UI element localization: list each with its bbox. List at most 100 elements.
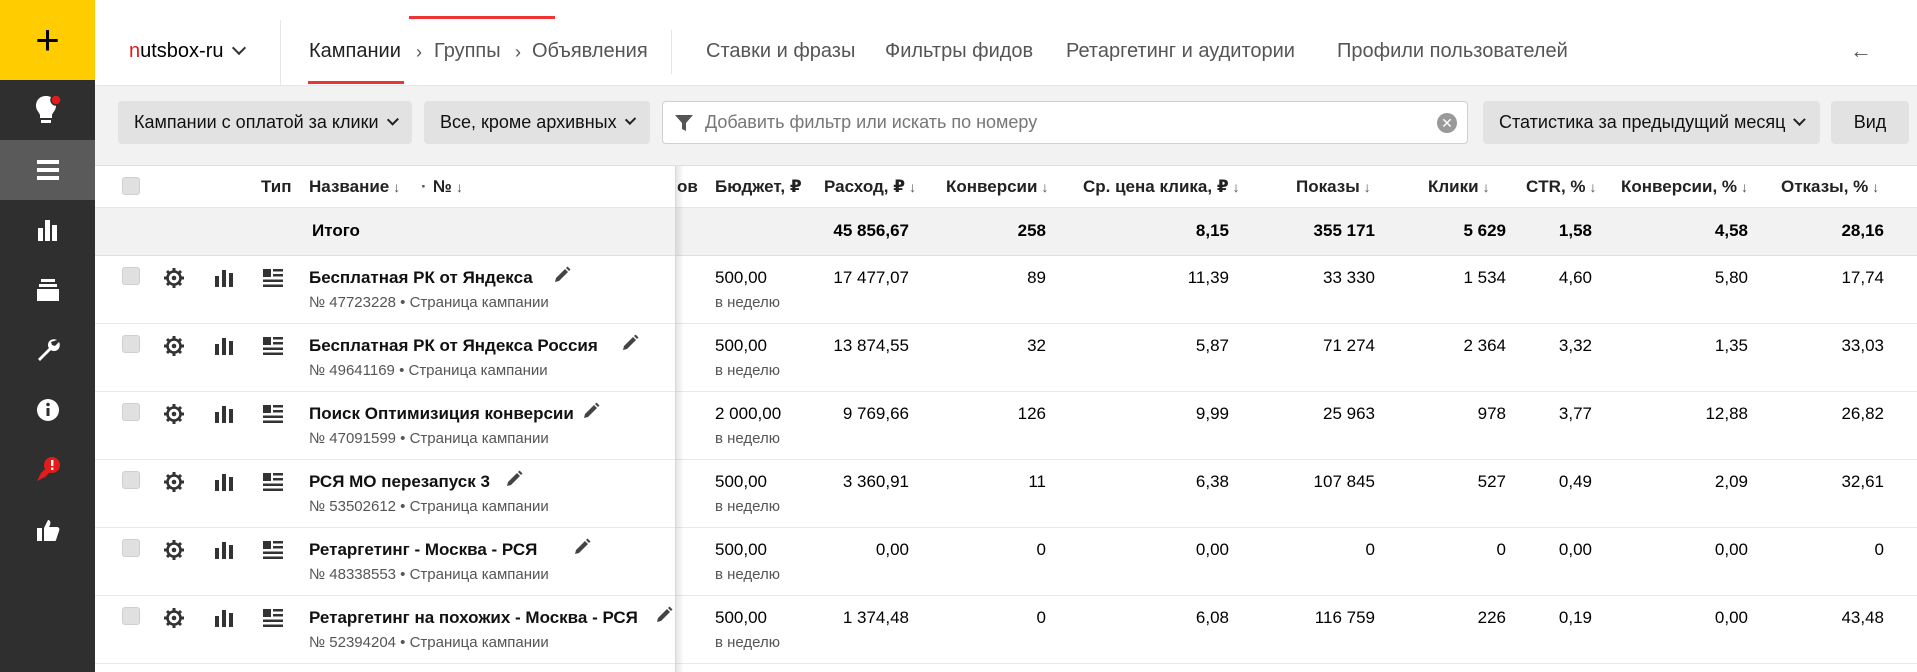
sidebar-item-news[interactable]	[0, 440, 95, 500]
table-row[interactable]: Ретаргетинг - Москва - РСЯ № 48338553 • …	[95, 528, 1917, 596]
bounce-value: 33,03	[1841, 336, 1884, 355]
bounce-value: 32,61	[1841, 472, 1884, 491]
campaign-name[interactable]: Бесплатная РК от Яндекса	[309, 268, 533, 287]
spend-value: 17 477,07	[833, 268, 909, 287]
tab-retargeting[interactable]: Ретаргетинг и аудитории	[1066, 40, 1295, 62]
campaign-page-link[interactable]: Страница кампании	[409, 634, 549, 651]
stats-period-select[interactable]: Статистика за предыдущий месяц	[1483, 101, 1820, 144]
col-conv-rate[interactable]: Конверсии, % ↓	[1621, 177, 1748, 197]
campaign-page-link[interactable]: Страница кампании	[409, 498, 549, 515]
pencil-icon[interactable]	[582, 402, 600, 420]
wrench-icon	[37, 339, 60, 361]
tab-ads[interactable]: Объявления	[532, 40, 648, 62]
divider	[280, 20, 281, 86]
pencil-icon[interactable]	[655, 606, 673, 624]
campaign-page-link[interactable]: Страница кампании	[409, 294, 549, 311]
campaign-name[interactable]: Ретаргетинг на похожих - Москва - РСЯ	[309, 608, 638, 627]
conv-rate-value: 12,88	[1705, 404, 1748, 423]
search-input[interactable]	[705, 102, 1405, 143]
col-bounce[interactable]: Отказы, % ↓	[1781, 177, 1879, 197]
select-all-checkbox[interactable]	[122, 177, 140, 195]
tab-groups[interactable]: Группы	[434, 40, 501, 62]
sidebar-item-stats[interactable]	[0, 200, 95, 260]
clicks-value: 978	[1477, 404, 1506, 423]
bar-chart-icon[interactable]	[214, 268, 234, 288]
clear-icon[interactable]: ✕	[1437, 113, 1457, 133]
bar-chart-icon[interactable]	[214, 336, 234, 356]
col-number[interactable]: № ↓	[433, 177, 463, 197]
conv-rate-value: 2,09	[1714, 472, 1748, 491]
search-field[interactable]: ✕	[662, 101, 1468, 144]
col-spend[interactable]: Расход, ₽ ↓	[824, 177, 916, 197]
tab-bids[interactable]: Ставки и фразы	[706, 40, 856, 62]
bar-chart-icon[interactable]	[214, 472, 234, 492]
campaign-name-cell: Ретаргетинг - Москва - РСЯ	[309, 540, 664, 560]
table-row[interactable]: Бесплатная РК от Яндекса Россия № 496411…	[95, 324, 1917, 392]
campaign-name[interactable]: Бесплатная РК от Яндекса Россия	[309, 336, 598, 355]
sidebar-item-campaigns[interactable]	[0, 140, 95, 200]
add-button[interactable]: +	[0, 0, 95, 80]
payment-type-select[interactable]: Кампании с оплатой за клики	[118, 101, 412, 144]
sidebar-item-tools[interactable]	[0, 320, 95, 380]
table-row[interactable]: Ретаргетинг на похожих - Москва - РСЯ № …	[95, 596, 1917, 664]
gear-icon[interactable]	[163, 267, 185, 289]
tab-feed-filters[interactable]: Фильтры фидов	[885, 40, 1034, 62]
plus-icon: +	[35, 16, 60, 63]
row-checkbox[interactable]	[122, 607, 140, 625]
table-row[interactable]: РСЯ МО перезапуск 3 № 53502612 • Страниц…	[95, 460, 1917, 528]
col-cpc[interactable]: Ср. цена клика, ₽ ↓	[1083, 177, 1240, 197]
ctr-value: 4,60	[1558, 268, 1592, 287]
account-selector[interactable]: nutsbox-ru	[129, 40, 246, 63]
campaign-name[interactable]: Поиск Оптимизиция конверсии	[309, 404, 574, 423]
campaign-name[interactable]: Ретаргетинг - Москва - РСЯ	[309, 540, 538, 559]
sidebar-item-library[interactable]	[0, 260, 95, 320]
col-impressions[interactable]: Показы ↓	[1296, 177, 1371, 197]
ctr-value: 3,77	[1558, 404, 1592, 423]
pencil-icon[interactable]	[553, 266, 571, 284]
col-clicks[interactable]: Клики ↓	[1428, 177, 1490, 197]
arrow-left-icon[interactable]: ←	[1850, 38, 1872, 63]
bounce-value: 43,48	[1841, 608, 1884, 627]
tab-campaigns[interactable]: Кампании	[309, 40, 401, 62]
gear-icon[interactable]	[163, 607, 185, 629]
campaign-name[interactable]: РСЯ МО перезапуск 3	[309, 472, 490, 491]
bar-chart-icon[interactable]	[214, 404, 234, 424]
campaign-page-link[interactable]: Страница кампании	[409, 566, 549, 583]
col-name[interactable]: Название ↓	[309, 177, 400, 197]
col-ctr[interactable]: CTR, % ↓	[1526, 177, 1597, 197]
pencil-icon[interactable]	[573, 538, 591, 556]
sidebar-item-info[interactable]	[0, 380, 95, 440]
campaign-name-cell: Поиск Оптимизиция конверсии	[309, 404, 664, 424]
table-row[interactable]: Поиск Оптимизиция конверсии № 47091599 •…	[95, 392, 1917, 460]
sidebar-item-feedback[interactable]	[0, 500, 95, 560]
campaign-page-link[interactable]: Страница кампании	[409, 430, 549, 447]
total-ctr: 1,58	[1558, 221, 1592, 240]
gear-icon[interactable]	[163, 403, 185, 425]
budget-value: 500,00	[715, 472, 767, 491]
account-first-letter: n	[129, 40, 141, 62]
pencil-icon[interactable]	[505, 470, 523, 488]
row-checkbox[interactable]	[122, 471, 140, 489]
budget-value: 500,00	[715, 540, 767, 559]
col-conversions[interactable]: Конверсии ↓	[946, 177, 1048, 197]
row-checkbox[interactable]	[122, 267, 140, 285]
budget-value: 500,00	[715, 608, 767, 627]
archive-select[interactable]: Все, кроме архивных	[424, 101, 650, 144]
gear-icon[interactable]	[163, 539, 185, 561]
gear-icon[interactable]	[163, 471, 185, 493]
bar-chart-icon[interactable]	[214, 608, 234, 628]
row-checkbox[interactable]	[122, 539, 140, 557]
tab-profiles[interactable]: Профили пользователей	[1337, 40, 1568, 62]
view-button[interactable]: Вид	[1831, 101, 1909, 144]
row-checkbox[interactable]	[122, 403, 140, 421]
divider	[671, 30, 672, 74]
row-checkbox[interactable]	[122, 335, 140, 353]
bar-chart-icon[interactable]	[214, 540, 234, 560]
sidebar-item-tips[interactable]	[0, 80, 95, 140]
pencil-icon[interactable]	[621, 334, 639, 352]
col-budget[interactable]: Бюджет, ₽	[715, 177, 802, 196]
spend-value: 3 360,91	[842, 472, 909, 491]
gear-icon[interactable]	[163, 335, 185, 357]
table-row[interactable]: Бесплатная РК от Яндекса № 47723228 • Ст…	[95, 256, 1917, 324]
campaign-page-link[interactable]: Страница кампании	[408, 362, 548, 379]
